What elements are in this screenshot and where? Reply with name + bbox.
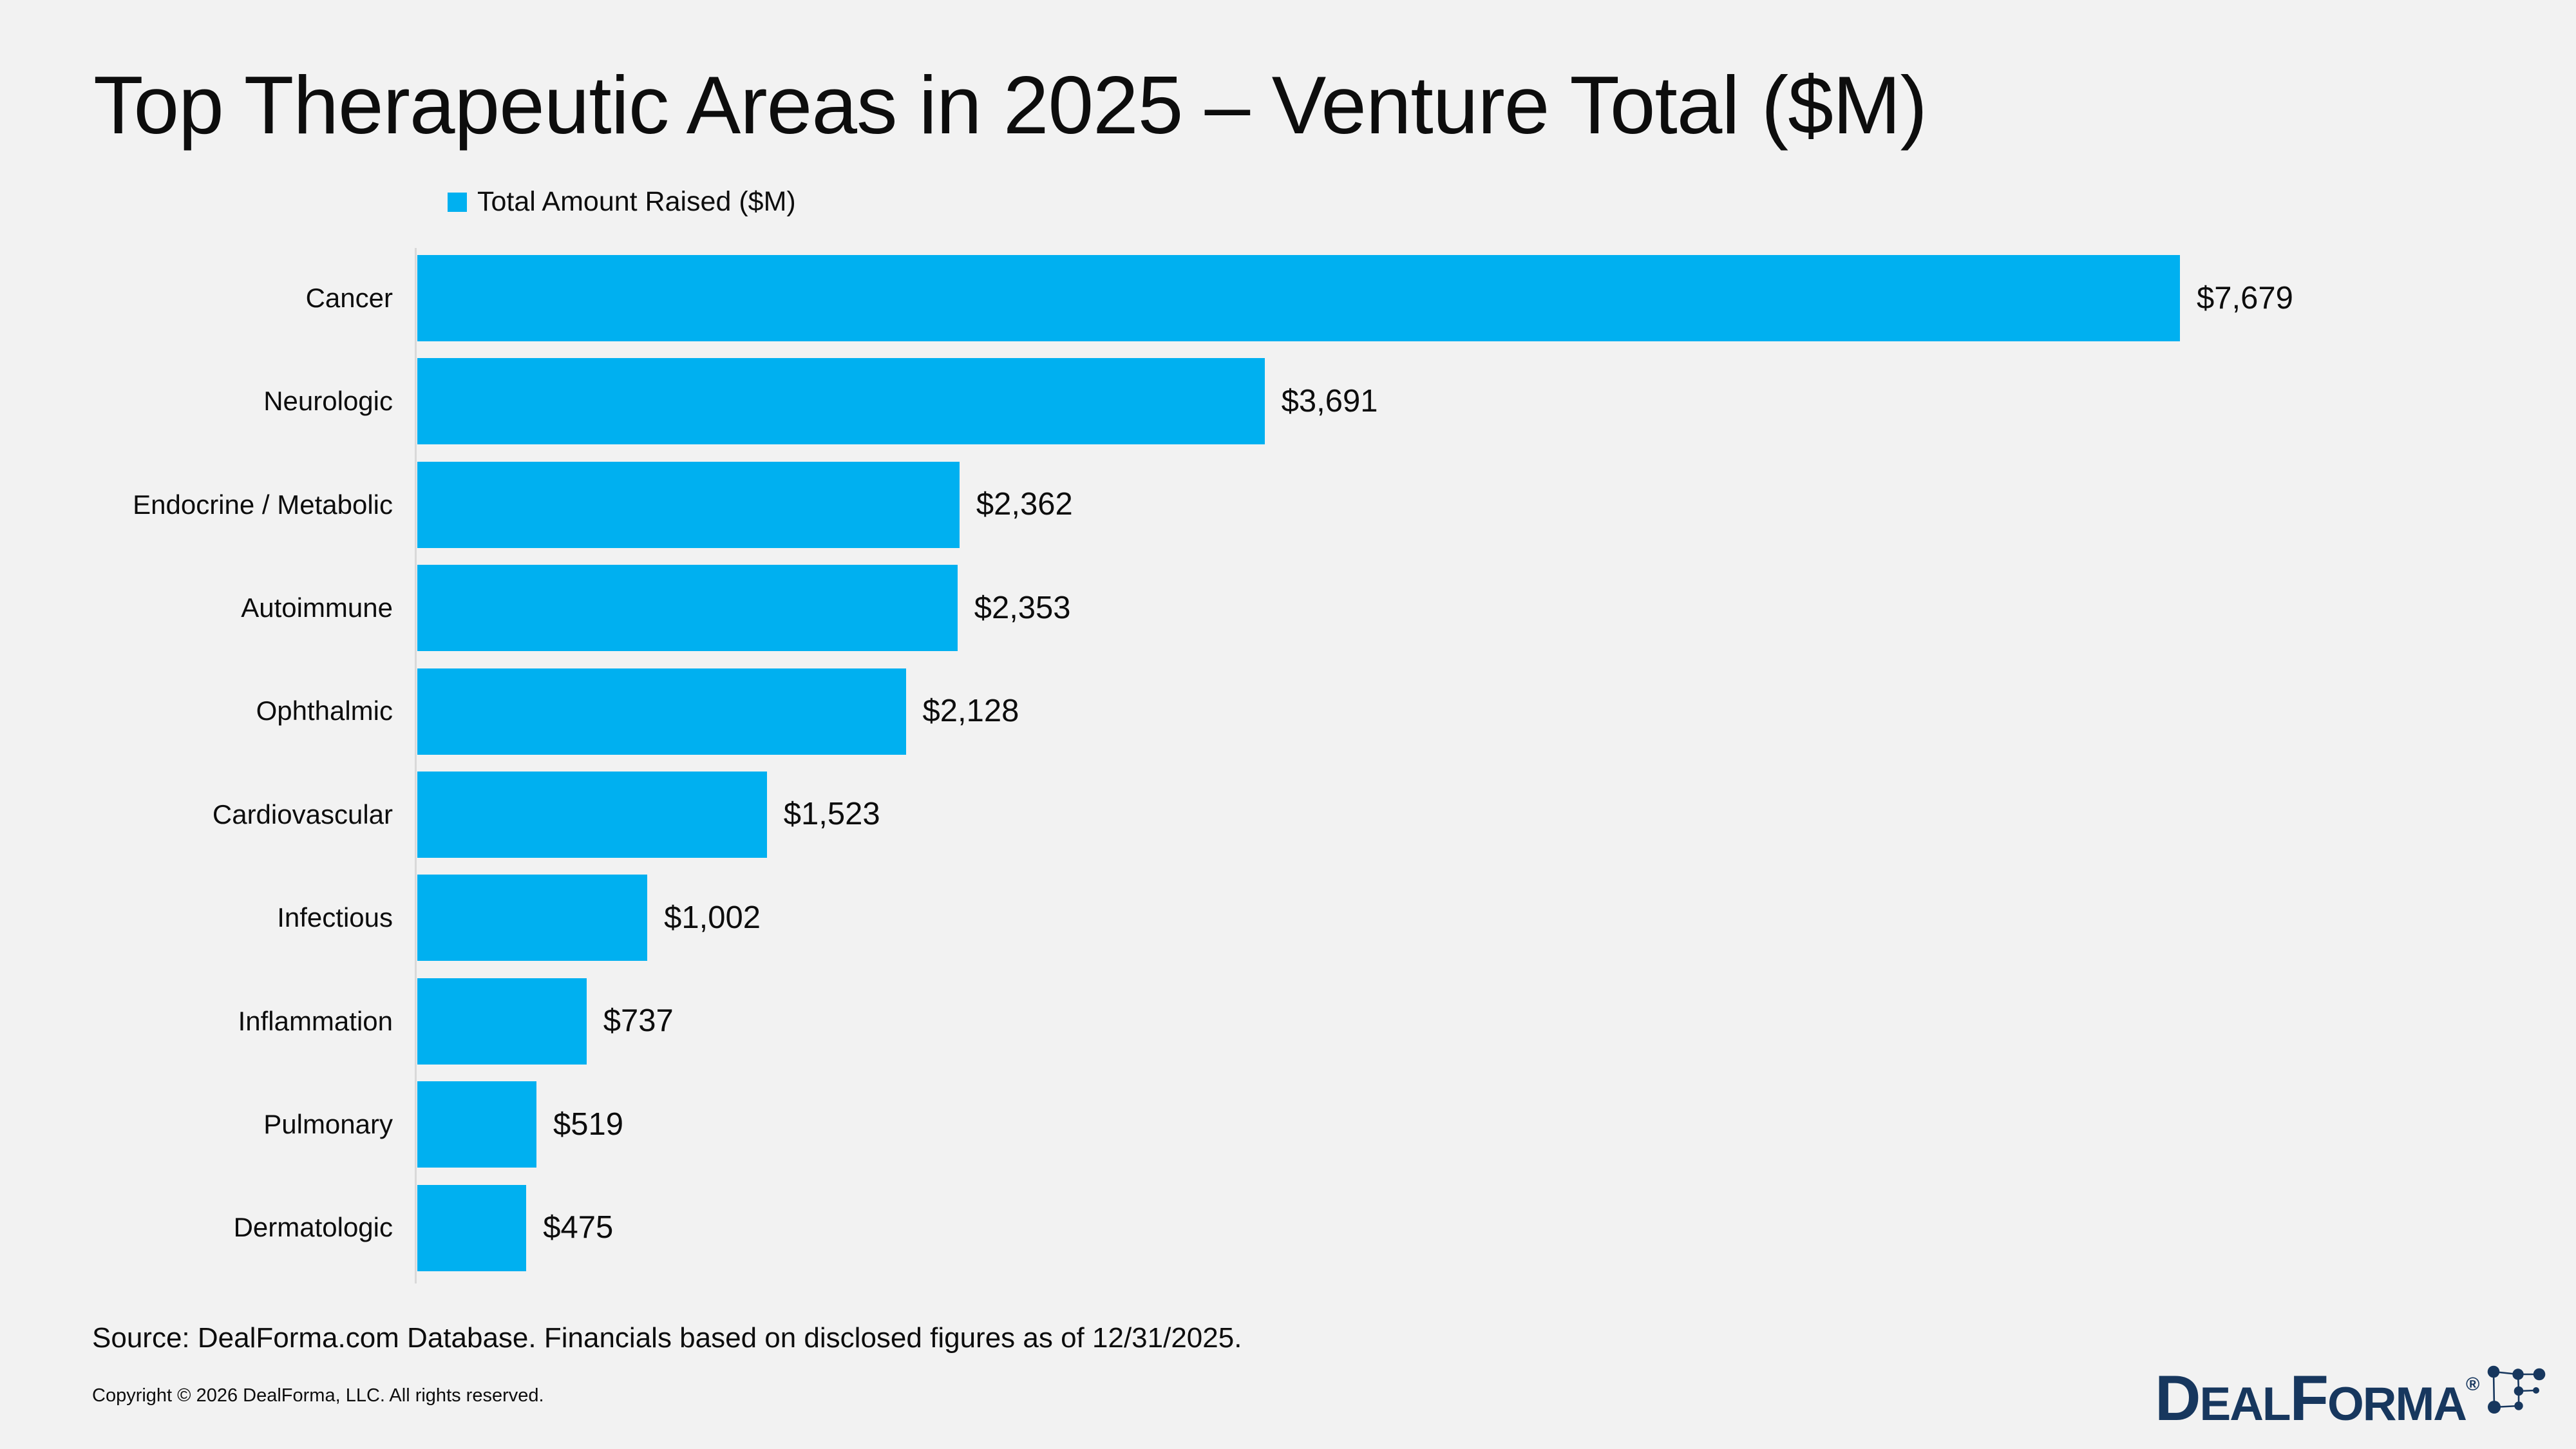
value-label: $2,353: [974, 590, 1071, 625]
wordmark-eal: EAL: [2199, 1378, 2291, 1430]
bar: [417, 1081, 536, 1168]
value-label: $1,002: [664, 900, 761, 935]
bar-row: Ophthalmic $2,128: [64, 668, 2512, 755]
bar-row: Cardiovascular $1,523: [64, 771, 2512, 858]
legend-swatch-icon: [448, 192, 467, 212]
category-label: Dermatologic: [233, 1212, 393, 1243]
category-label: Inflammation: [238, 1005, 393, 1036]
bar: [417, 668, 906, 755]
bar: [417, 978, 587, 1065]
bar: [417, 358, 1265, 445]
dealforma-wordmark: DEALFORMA®: [2155, 1366, 2479, 1430]
value-label: $7,679: [2197, 280, 2293, 316]
value-label: $3,691: [1281, 383, 1378, 419]
bar: [417, 1184, 527, 1271]
bar: [417, 255, 2180, 341]
bar-row: Pulmonary $519: [64, 1081, 2512, 1168]
legend: Total Amount Raised ($M): [448, 188, 796, 216]
value-label: $1,523: [783, 797, 880, 832]
bar-row: Dermatologic $475: [64, 1184, 2512, 1271]
legend-label: Total Amount Raised ($M): [477, 186, 796, 217]
category-label: Ophthalmic: [256, 696, 393, 726]
category-label: Autoimmune: [241, 592, 393, 623]
bar-row: Infectious $1,002: [64, 875, 2512, 961]
chart-title: Top Therapeutic Areas in 2025 – Venture …: [93, 59, 1927, 151]
value-label: $475: [543, 1210, 614, 1245]
dealforma-network-icon: [2488, 1365, 2546, 1414]
bar: [417, 565, 958, 652]
wordmark-orma: ORMA: [2327, 1378, 2467, 1430]
bar-row: Autoimmune $2,353: [64, 565, 2512, 652]
category-label: Neurologic: [263, 386, 393, 417]
wordmark-d: D: [2155, 1362, 2201, 1434]
dealforma-logo: DEALFORMA®: [2155, 1365, 2546, 1430]
category-label: Cancer: [305, 282, 393, 313]
value-label: $519: [553, 1106, 624, 1142]
bar: [417, 771, 767, 858]
bar-row: Inflammation $737: [64, 978, 2512, 1065]
category-label: Cardiovascular: [212, 799, 393, 829]
category-label: Infectious: [277, 902, 393, 933]
category-label: Pulmonary: [263, 1109, 393, 1140]
bar-row: Cancer $7,679: [64, 255, 2512, 341]
source-note: Source: DealForma.com Database. Financia…: [92, 1322, 1242, 1354]
registered-mark: ®: [2466, 1374, 2480, 1395]
value-label: $737: [603, 1003, 674, 1039]
wordmark-f: F: [2289, 1362, 2329, 1434]
category-label: Endocrine / Metabolic: [133, 489, 393, 520]
category-axis-line: [415, 248, 417, 1283]
bar-row: Endocrine / Metabolic $2,362: [64, 461, 2512, 548]
bar: [417, 461, 960, 548]
bar: [417, 875, 648, 961]
copyright-note: Copyright © 2026 DealForma, LLC. All rig…: [92, 1385, 544, 1406]
value-label: $2,362: [976, 487, 1073, 522]
value-label: $2,128: [922, 694, 1019, 729]
bar-row: Neurologic $3,691: [64, 358, 2512, 445]
bar-chart: Cancer $7,679 Neurologic $3,691 Endocrine / …: [64, 255, 2512, 1271]
